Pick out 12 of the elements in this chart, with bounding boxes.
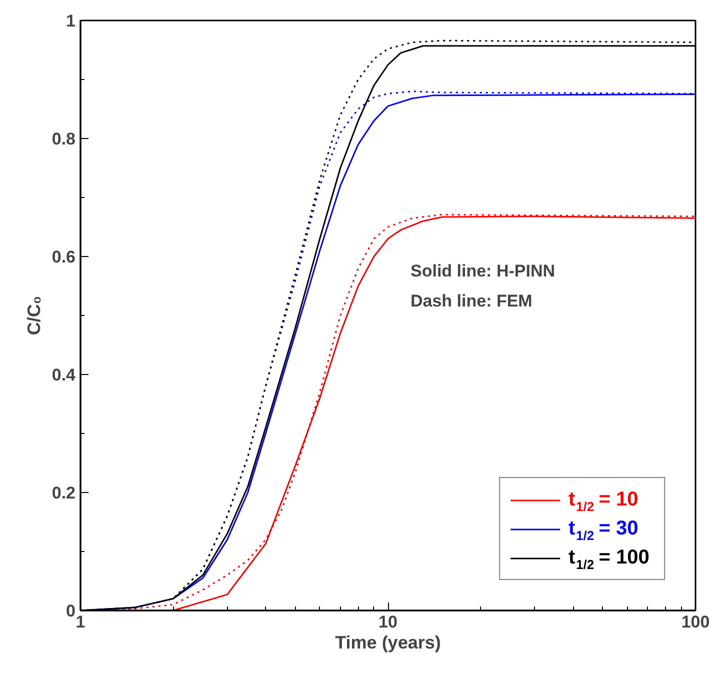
annotation: Solid line: H-PINN	[410, 262, 555, 280]
y-tick-label: 0	[66, 602, 76, 620]
y-tick-label: 0.6	[52, 248, 76, 266]
x-tick-label: 10	[378, 612, 398, 632]
y-tick-label: 0.2	[52, 484, 76, 502]
y-tick-label: 0.8	[52, 130, 76, 148]
y-axis-title: C/C₀	[24, 296, 44, 336]
y-tick-label: 0.4	[52, 366, 76, 384]
x-tick-label: 100	[681, 612, 710, 632]
y-tick-label: 1	[66, 12, 76, 30]
x-axis-title: Time (years)	[335, 632, 441, 652]
annotation: Dash line: FEM	[410, 292, 532, 310]
